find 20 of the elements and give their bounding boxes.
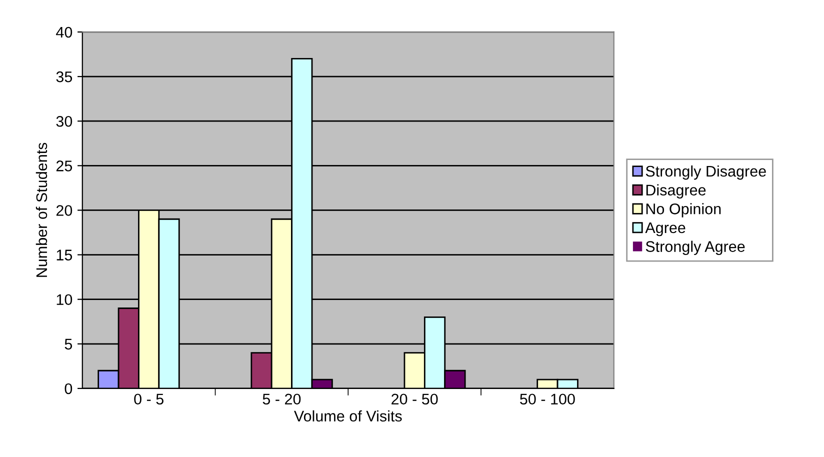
y-tick-label: 35 — [56, 71, 72, 82]
y-axis-title: Number of Students — [36, 142, 48, 277]
legend-label: Strongly Agree — [646, 240, 745, 255]
x-tick-label: 5 - 20 — [262, 394, 301, 405]
y-tick-label: 15 — [56, 250, 72, 260]
y-tick-label: 10 — [56, 294, 72, 306]
y-tick-label: 40 — [56, 26, 72, 38]
x-tick-label: 20 - 50 — [392, 394, 438, 405]
x-axis-title: Volume of Visits — [294, 410, 402, 422]
y-tick-label: 30 — [56, 116, 72, 127]
y-tick-label: 0 — [64, 383, 72, 394]
legend-label: No Opinion — [646, 203, 721, 218]
y-tick-label: 20 — [56, 205, 72, 216]
x-tick-label: 50 - 100 — [520, 394, 575, 405]
legend-label: Agree — [645, 222, 686, 236]
x-tick-label: 0 - 5 — [134, 394, 164, 405]
y-tick-label: 5 — [64, 338, 72, 350]
legend-label: Strongly Disagree — [646, 165, 766, 180]
legend-label: Disagree — [646, 184, 706, 199]
y-tick-label: 25 — [56, 160, 72, 172]
